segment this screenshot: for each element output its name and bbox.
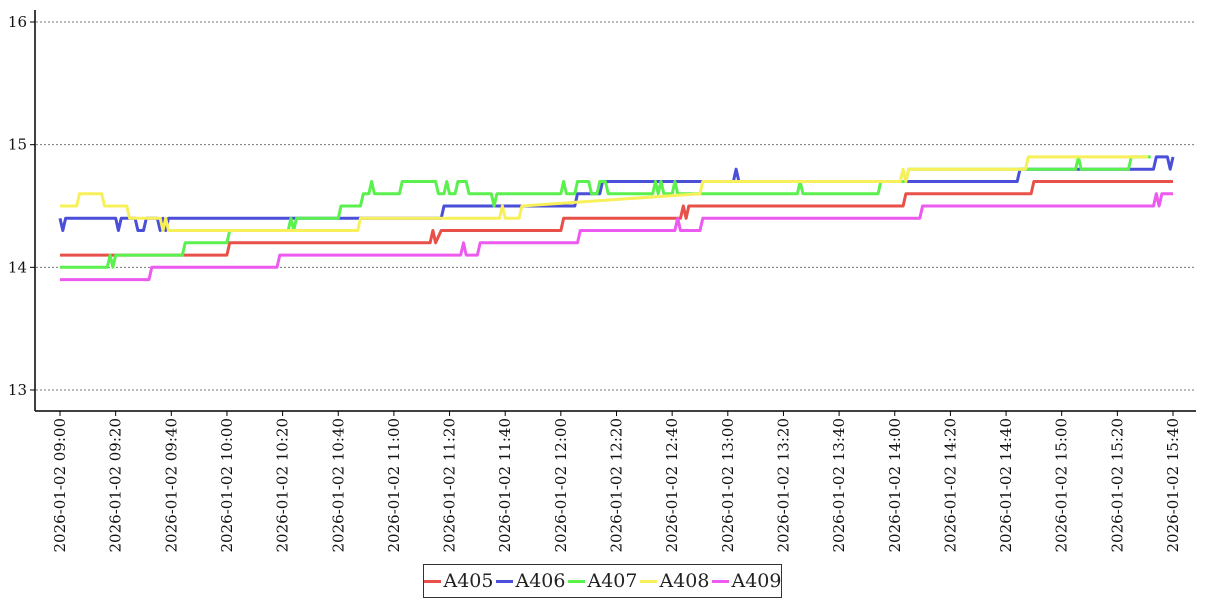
legend-item-a409: A409 [711,570,782,592]
legend-swatch [639,579,657,583]
series-line-a405 [60,180,1173,257]
y-tick-label: 15 [8,136,27,154]
x-tick-label: 2026-01-02 13:00 [719,418,737,552]
series-line-a407 [60,155,1151,269]
series-line-a408 [60,155,1148,232]
x-tick-label: 2026-01-02 10:40 [329,418,347,552]
chart-legend: A405 A406 A407 A408 A409 [423,564,782,598]
y-axis-ticks: 13 14 15 16 [8,13,35,399]
x-tick-label: 2026-01-02 14:40 [997,418,1015,552]
legend-label: A408 [659,570,710,592]
x-tick-label: 2026-01-02 13:20 [774,418,792,552]
x-tick-label: 2026-01-02 09:20 [107,418,125,552]
legend-label: A407 [587,570,638,592]
y-tick-label: 16 [8,13,27,31]
legend-label: A405 [443,570,494,592]
x-tick-label: 2026-01-02 13:40 [830,418,848,552]
legend-item-a405: A405 [423,570,494,592]
series-lines [58,155,1175,282]
x-tick-label: 2026-01-02 10:00 [218,418,236,552]
legend-item-a407: A407 [567,570,638,592]
x-axis-ticks: 2026-01-02 09:00 2026-01-02 09:20 2026-01-… [51,411,1182,552]
x-tick-label: 2026-01-02 14:20 [941,418,959,552]
x-tick-label: 2026-01-02 15:20 [1108,418,1126,552]
legend-swatch [711,579,729,583]
x-tick-label: 2026-01-02 12:00 [552,418,570,552]
legend-item-a408: A408 [639,570,710,592]
series-line-a409 [60,192,1173,282]
legend-swatch [495,579,513,583]
y-tick-label: 14 [8,258,27,276]
x-tick-label: 2026-01-02 12:20 [608,418,626,552]
x-tick-label: 2026-01-02 15:40 [1164,418,1182,552]
x-tick-label: 2026-01-02 11:00 [385,418,403,552]
x-tick-label: 2026-01-02 15:00 [1053,418,1071,552]
x-tick-label: 2026-01-02 09:40 [162,418,180,552]
x-tick-label: 2026-01-02 14:00 [886,418,904,552]
legend-label: A406 [515,570,566,592]
y-tick-label: 13 [8,381,27,399]
x-tick-label: 2026-01-02 12:40 [663,418,681,552]
x-tick-label: 2026-01-02 11:20 [441,418,459,552]
legend-swatch [567,579,585,583]
x-tick-label: 2026-01-02 10:20 [274,418,292,552]
x-tick-label: 2026-01-02 09:00 [51,418,69,552]
legend-item-a406: A406 [495,570,566,592]
legend-label: A409 [731,570,782,592]
legend-swatch [423,579,441,583]
x-tick-label: 2026-01-02 11:40 [496,418,514,552]
